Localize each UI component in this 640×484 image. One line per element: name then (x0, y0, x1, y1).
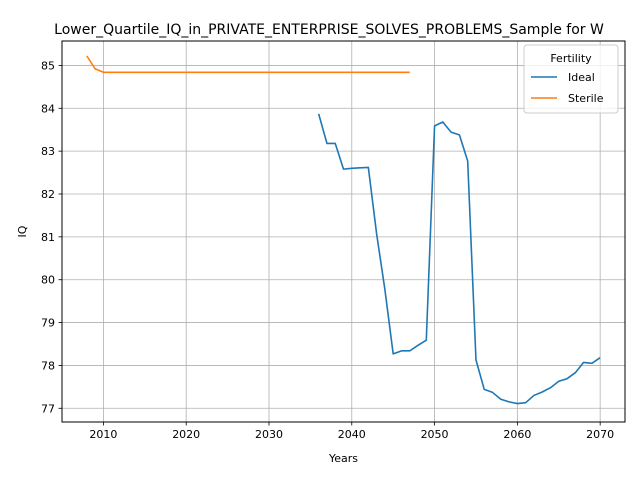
x-tick-label: 2010 (89, 428, 117, 441)
x-axis-label: Years (328, 452, 358, 465)
y-tick-label: 79 (41, 317, 55, 330)
y-tick-label: 83 (41, 145, 55, 158)
y-tick-label: 81 (41, 231, 55, 244)
x-tick-label: 2030 (255, 428, 283, 441)
x-tick-label: 2060 (503, 428, 531, 441)
y-tick-label: 82 (41, 188, 55, 201)
legend-label-ideal: Ideal (568, 71, 595, 84)
x-tick-label: 2020 (172, 428, 200, 441)
legend-title: Fertility (550, 52, 592, 65)
grid (62, 41, 625, 422)
plot-lines (86, 55, 601, 405)
legend: Fertility Ideal Sterile (523, 44, 619, 114)
series-line-sterile (86, 55, 410, 74)
y-tick-label: 85 (41, 59, 55, 72)
x-tick-label: 2070 (586, 428, 614, 441)
x-axis-ticks: 2010 2020 2030 2040 2050 2060 2070 (89, 422, 614, 441)
chart-title: Lower_Quartile_IQ_in_PRIVATE_ENTERPRISE_… (54, 22, 604, 38)
x-tick-label: 2050 (421, 428, 449, 441)
x-tick-label: 2040 (338, 428, 366, 441)
y-tick-label: 80 (41, 274, 55, 287)
legend-box (523, 44, 619, 114)
y-axis-ticks: 77 78 79 80 81 82 83 84 85 (41, 59, 62, 415)
y-tick-label: 78 (41, 359, 55, 372)
plot-area-frame (61, 40, 626, 423)
y-tick-label: 84 (41, 102, 55, 115)
y-tick-label: 77 (41, 402, 55, 415)
legend-label-sterile: Sterile (568, 92, 604, 105)
series-line-ideal (317, 113, 601, 405)
y-axis-label: IQ (16, 225, 29, 237)
